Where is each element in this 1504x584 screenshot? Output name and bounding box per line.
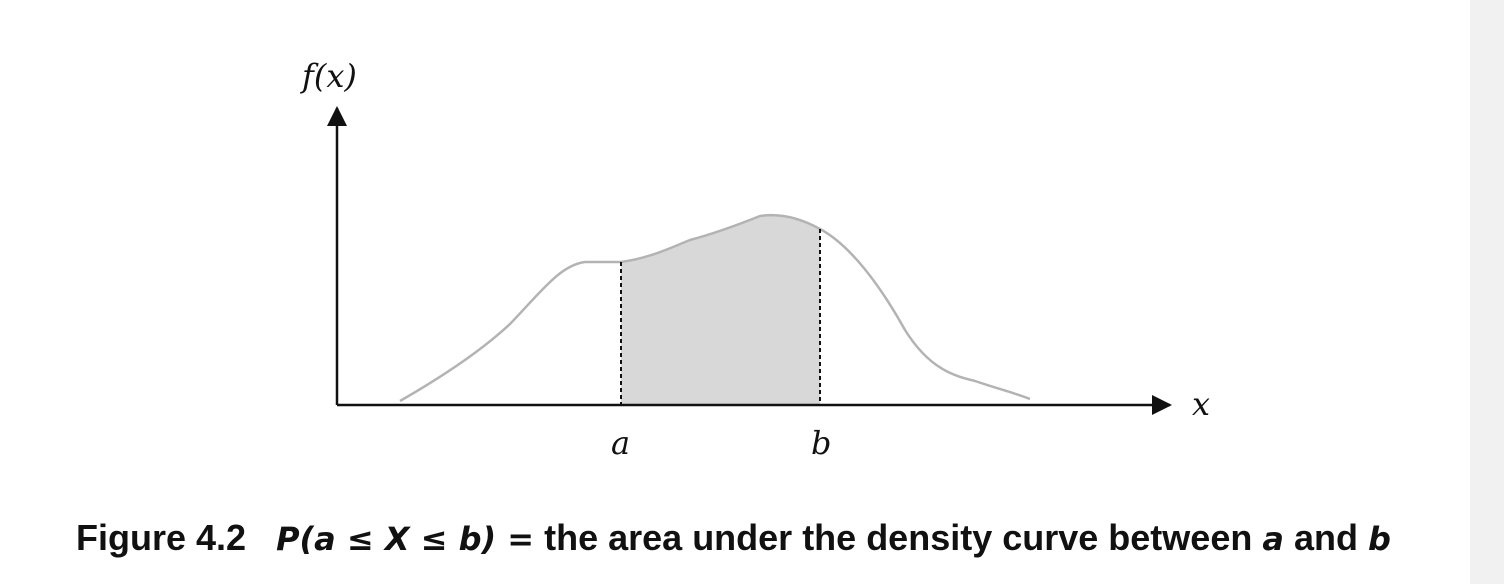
density-curve (399, 213, 1031, 403)
marker-b-label: b (811, 424, 831, 462)
probability-expression: P(a ≤ X ≤ b) = (276, 520, 535, 558)
figure-number: Figure 4.2 (76, 517, 247, 558)
y-axis-label: f(x) (300, 57, 357, 95)
scrollbar[interactable] (1470, 0, 1504, 584)
x-axis-label: x (1192, 385, 1210, 423)
marker-a-label: a (611, 424, 630, 462)
caption-var-b: b (1368, 520, 1391, 558)
density-curve-diagram: f(x) x a b (300, 57, 1210, 462)
caption-conjunction: and (1293, 517, 1358, 558)
figure-caption: Figure 4.2 P(a ≤ X ≤ b) = the area under… (76, 508, 1476, 568)
shaded-area-region (621, 215, 820, 405)
caption-var-a: a (1262, 520, 1284, 558)
caption-text: the area under the density curve between (544, 517, 1253, 558)
